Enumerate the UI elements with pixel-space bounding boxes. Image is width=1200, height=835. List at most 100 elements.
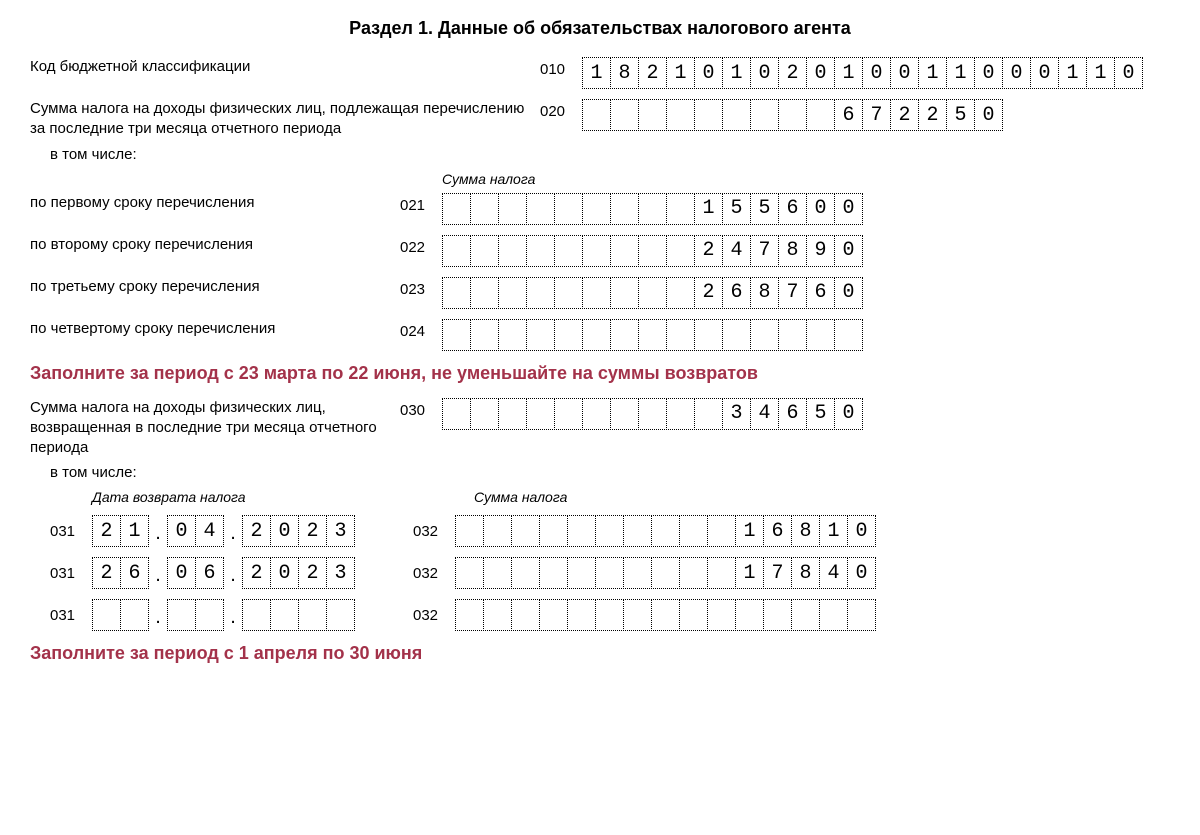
return-headings: Дата возврата налога Сумма налога bbox=[50, 489, 1170, 511]
cell bbox=[666, 398, 695, 430]
cell bbox=[806, 319, 835, 351]
cell bbox=[595, 599, 624, 631]
cell: 4 bbox=[819, 557, 848, 589]
cell bbox=[666, 99, 695, 131]
cell bbox=[92, 599, 121, 631]
return-row: 03126.06.202303217840 bbox=[50, 557, 1170, 589]
cells-030: 34650 bbox=[442, 398, 863, 430]
cell bbox=[526, 398, 555, 430]
cell bbox=[483, 599, 512, 631]
cell bbox=[567, 515, 596, 547]
cell bbox=[623, 599, 652, 631]
return-code-031: 031 bbox=[50, 607, 92, 624]
cell bbox=[270, 599, 299, 631]
cell: 0 bbox=[694, 57, 723, 89]
cell bbox=[470, 398, 499, 430]
sum-heading-1: Сумма налога bbox=[442, 171, 1170, 187]
transfer-label: по второму сроку перечисления bbox=[30, 235, 400, 255]
transfer-cells: 268760 bbox=[442, 277, 863, 309]
dot-sep: . bbox=[224, 564, 242, 589]
cell bbox=[567, 557, 596, 589]
cell bbox=[554, 193, 583, 225]
cell: 0 bbox=[270, 515, 299, 547]
cell bbox=[470, 319, 499, 351]
transfer-cells: 155600 bbox=[442, 193, 863, 225]
cell bbox=[694, 319, 723, 351]
cell: 0 bbox=[834, 235, 863, 267]
cell: 0 bbox=[806, 57, 835, 89]
cell: 8 bbox=[791, 515, 820, 547]
return-code-031: 031 bbox=[50, 523, 92, 540]
cell: 1 bbox=[735, 515, 764, 547]
return-row: 031..032 bbox=[50, 599, 1170, 631]
cell: 6 bbox=[778, 398, 807, 430]
cell bbox=[498, 193, 527, 225]
cell: 2 bbox=[92, 557, 121, 589]
cell bbox=[511, 557, 540, 589]
return-code-032: 032 bbox=[413, 523, 455, 540]
transfer-label: по четвертому сроку перечисления bbox=[30, 319, 400, 339]
cell bbox=[651, 515, 680, 547]
cell bbox=[778, 99, 807, 131]
cell bbox=[526, 235, 555, 267]
cell: 6 bbox=[120, 557, 149, 589]
sum-heading-2: Сумма налога bbox=[474, 489, 567, 505]
cell bbox=[763, 599, 792, 631]
cell bbox=[707, 515, 736, 547]
cell: 6 bbox=[778, 193, 807, 225]
cell: 5 bbox=[722, 193, 751, 225]
cell: 2 bbox=[890, 99, 919, 131]
return-sum: 17840 bbox=[455, 557, 876, 589]
cell bbox=[623, 515, 652, 547]
cell bbox=[679, 515, 708, 547]
cell: 0 bbox=[167, 557, 196, 589]
cell bbox=[526, 193, 555, 225]
cell bbox=[567, 599, 596, 631]
cell bbox=[582, 99, 611, 131]
cell: 2 bbox=[298, 515, 327, 547]
cell bbox=[623, 557, 652, 589]
dot-sep: . bbox=[149, 606, 167, 631]
cell: 4 bbox=[750, 398, 779, 430]
cell: 6 bbox=[722, 277, 751, 309]
cell bbox=[610, 99, 639, 131]
code-010: 010 bbox=[540, 57, 582, 78]
return-month: 04 bbox=[167, 515, 224, 547]
row-020: Сумма налога на доходы физических лиц, п… bbox=[30, 99, 1170, 140]
transfer-code: 023 bbox=[400, 277, 442, 298]
cell bbox=[651, 599, 680, 631]
cell bbox=[722, 319, 751, 351]
cell: 2 bbox=[778, 57, 807, 89]
cell: 2 bbox=[242, 557, 271, 589]
cell bbox=[666, 319, 695, 351]
transfer-code: 024 bbox=[400, 319, 442, 340]
cell: 0 bbox=[834, 193, 863, 225]
cell bbox=[554, 277, 583, 309]
cell: 7 bbox=[750, 235, 779, 267]
cell bbox=[666, 277, 695, 309]
cell bbox=[750, 319, 779, 351]
cell bbox=[610, 319, 639, 351]
cell bbox=[554, 319, 583, 351]
cell bbox=[651, 557, 680, 589]
cell: 6 bbox=[195, 557, 224, 589]
sub-label-2: в том числе: bbox=[50, 464, 1170, 481]
cell bbox=[735, 599, 764, 631]
return-day bbox=[92, 599, 149, 631]
cell bbox=[666, 193, 695, 225]
cell bbox=[610, 235, 639, 267]
return-month bbox=[167, 599, 224, 631]
cell bbox=[483, 515, 512, 547]
cell bbox=[582, 319, 611, 351]
cell bbox=[834, 319, 863, 351]
cell bbox=[610, 398, 639, 430]
cell: 6 bbox=[763, 515, 792, 547]
return-day: 26 bbox=[92, 557, 149, 589]
transfer-cells: 247890 bbox=[442, 235, 863, 267]
cell: 7 bbox=[778, 277, 807, 309]
cell bbox=[819, 599, 848, 631]
cell bbox=[750, 99, 779, 131]
cell bbox=[638, 277, 667, 309]
cell: 0 bbox=[270, 557, 299, 589]
cell: 2 bbox=[298, 557, 327, 589]
